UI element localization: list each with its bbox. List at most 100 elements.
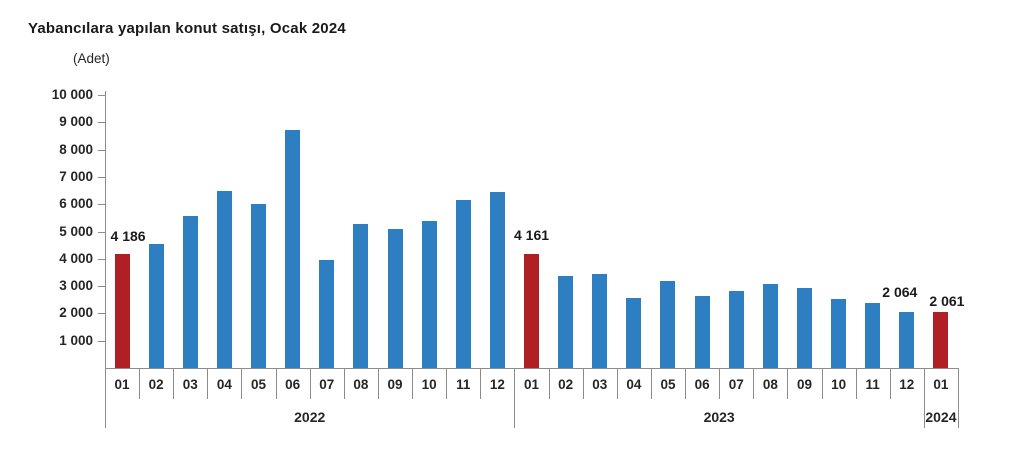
month-divider — [377, 368, 379, 399]
y-axis-tick — [98, 258, 105, 260]
month-divider — [821, 368, 823, 399]
chart-unit-label: (Adet) — [73, 51, 110, 66]
bar-2022-09 — [387, 229, 403, 368]
month-divider — [616, 368, 618, 399]
x-axis-month-label: 06 — [285, 377, 301, 392]
bar-2023-02 — [558, 276, 574, 368]
x-axis-month-label: 09 — [796, 377, 812, 392]
x-axis-month-label: 08 — [353, 377, 369, 392]
x-axis-month-label: 01 — [933, 377, 949, 392]
x-axis-month-label: 04 — [216, 377, 232, 392]
x-axis-month-label: 11 — [865, 377, 880, 392]
bar-2022-11 — [455, 199, 471, 368]
month-divider — [787, 368, 789, 399]
month-divider — [753, 368, 755, 399]
x-axis-month-label: 11 — [456, 377, 471, 392]
y-axis-tick-label: 7 000 — [59, 168, 93, 184]
x-axis-month-label: 08 — [762, 377, 778, 392]
y-axis-tick-label: 10 000 — [51, 87, 93, 102]
x-axis-month-label: 01 — [114, 377, 130, 392]
x-axis-month-label: 02 — [148, 377, 164, 392]
bar-2023-05 — [660, 280, 676, 368]
bar-2022-01 — [114, 253, 130, 368]
x-axis-year-label: 2024 — [925, 409, 957, 425]
y-axis-tick-label: 4 000 — [59, 250, 93, 266]
bar-2022-07 — [319, 260, 335, 368]
bar-2023-10 — [831, 298, 847, 368]
y-axis-tick-label: 3 000 — [59, 278, 93, 294]
month-divider — [480, 368, 482, 399]
bar-2023-03 — [592, 273, 608, 368]
bar-2022-05 — [251, 204, 267, 368]
month-divider — [241, 368, 243, 399]
bar-2022-06 — [285, 130, 301, 368]
x-axis-month-label: 02 — [558, 377, 574, 392]
x-axis-year-label: 2023 — [703, 409, 735, 425]
month-divider — [207, 368, 209, 399]
year-divider — [105, 368, 106, 428]
y-axis-tick-label: 5 000 — [59, 223, 93, 239]
year-divider — [923, 368, 925, 428]
bar-2023-06 — [694, 295, 710, 368]
bar-2022-02 — [148, 243, 164, 368]
y-axis-tick — [98, 176, 105, 178]
x-axis-month-label: 06 — [694, 377, 710, 392]
y-axis-tick-label: 9 000 — [59, 114, 93, 130]
bar-value-label: 2 064 — [882, 283, 918, 300]
bar-2023-12 — [899, 311, 915, 368]
bar-2023-04 — [626, 298, 642, 368]
bar-value-label: 4 186 — [110, 227, 146, 244]
month-divider — [446, 368, 448, 399]
y-axis-tick-label: 6 000 — [59, 196, 93, 212]
bar-value-label: 2 061 — [929, 292, 965, 309]
y-axis-tick — [98, 286, 105, 288]
month-divider — [548, 368, 550, 399]
x-axis-month-label: 01 — [523, 377, 540, 392]
x-axis-month-label: 05 — [251, 377, 267, 392]
month-divider — [855, 368, 857, 399]
x-axis-year-label: 2022 — [294, 409, 326, 425]
x-axis-month-label: 10 — [421, 377, 437, 392]
y-axis-tick-label: 8 000 — [59, 141, 93, 157]
bar-2023-09 — [796, 287, 812, 368]
month-divider — [889, 368, 891, 399]
x-axis-month-label: 12 — [899, 377, 915, 392]
month-divider — [343, 368, 345, 399]
month-divider — [173, 368, 175, 399]
x-axis-month-label: 10 — [831, 377, 847, 392]
bar-2022-10 — [421, 221, 437, 368]
y-axis-tick-label: 2 000 — [59, 305, 93, 321]
bar-2022-12 — [489, 191, 505, 368]
y-axis-tick — [98, 95, 105, 96]
month-divider — [139, 368, 141, 399]
month-divider — [650, 368, 652, 399]
bar-2022-03 — [182, 215, 198, 368]
month-divider — [309, 368, 311, 399]
bar-2022-04 — [216, 190, 232, 368]
month-divider — [412, 368, 414, 399]
month-divider — [582, 368, 584, 399]
y-axis-tick-label: 1 000 — [59, 332, 93, 348]
bar-2023-11 — [865, 303, 881, 368]
bar-value-label: 4 161 — [513, 227, 550, 244]
month-divider — [275, 368, 277, 399]
x-axis-month-label: 03 — [182, 377, 198, 392]
month-divider — [685, 368, 687, 399]
month-divider — [719, 368, 721, 399]
x-axis-month-label: 07 — [728, 377, 744, 392]
bar-2023-01 — [524, 254, 539, 368]
chart-title: Yabancılara yapılan konut satışı, Ocak 2… — [28, 20, 346, 37]
y-axis-tick — [98, 231, 105, 233]
bar-2022-08 — [353, 223, 369, 368]
y-axis-tick — [98, 340, 105, 342]
bar-2023-08 — [762, 283, 778, 368]
x-axis-month-label: 03 — [592, 377, 608, 392]
x-axis-month-label: 09 — [387, 377, 403, 392]
x-axis-month-label: 07 — [319, 377, 335, 392]
year-divider — [514, 368, 516, 428]
x-axis-month-label: 04 — [626, 377, 642, 392]
bar-2023-07 — [728, 290, 744, 368]
y-axis-tick — [98, 204, 105, 206]
x-axis-month-label: 05 — [660, 377, 676, 392]
